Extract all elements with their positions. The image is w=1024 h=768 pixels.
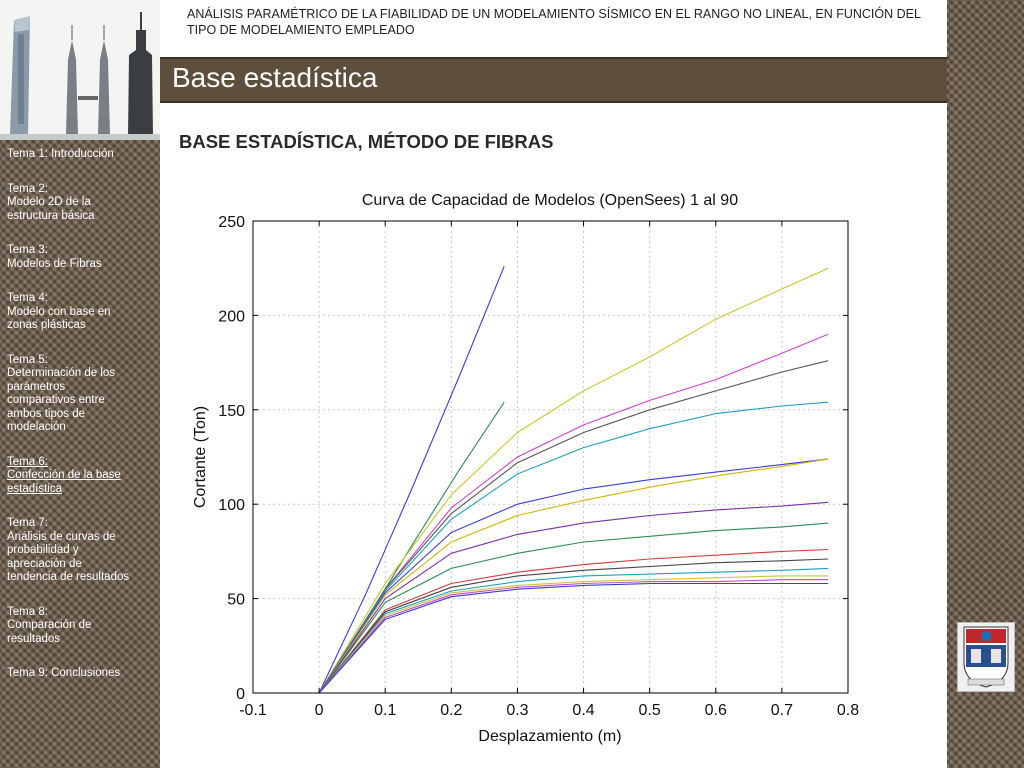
series-line xyxy=(318,567,829,694)
capacity-curve-chart: -0.1 0 0.1 0.2 0.3 0.4 0.5 0.6 0.7 0.805010015020… xyxy=(192,192,859,745)
series-line xyxy=(318,548,829,694)
sidebar-nav: Tema 1: Introducción Tema 2: Modelo 2D de … xyxy=(0,140,160,768)
sidebar-item-tema-4[interactable]: Tema 4: Modelo con base en zonas plásticas xyxy=(7,292,157,333)
sidebar-item-label: Modelo 2D de la xyxy=(7,196,91,208)
x-tick-label: 0.1 xyxy=(374,702,396,719)
sidebar-item-label: estructura básica xyxy=(7,209,95,222)
sidebar-item-label: apreciación de xyxy=(7,557,82,570)
sidebar-item-label: zonas plásticas xyxy=(7,319,86,331)
series-line xyxy=(318,401,829,694)
main-content: ANÁLISIS PARAMÉTRICO DE LA FIABILIDAD DE… xyxy=(160,0,947,768)
right-decoration xyxy=(947,0,1024,768)
section-heading: BASE ESTADÍSTICA, MÉTODO DE FIBRAS xyxy=(179,131,554,152)
sidebar-item-label: Tema 7: xyxy=(7,517,48,529)
y-tick-label: 0 xyxy=(236,686,245,703)
sidebar-item-label: Tema 6: xyxy=(7,455,48,468)
sidebar-item-label: estadística xyxy=(7,482,62,495)
plot-area xyxy=(253,221,848,693)
sidebar-item-label: resultados xyxy=(7,632,61,645)
sidebar-item-label: Tema 1: Introducción xyxy=(7,148,114,160)
sidebar-item-tema-6[interactable]: Tema 6: Confección de la base estadística xyxy=(7,456,157,497)
sidebar-item-label: Comparación de xyxy=(7,619,92,631)
sidebar-item-label: probabilidad y xyxy=(7,544,79,556)
sidebar-item-tema-1[interactable]: Tema 1: Introducción xyxy=(7,148,157,162)
sidebar-item-tema-5[interactable]: Tema 5: Determinación de los parámetros com… xyxy=(7,354,157,435)
sidebar-item-label: modelación xyxy=(7,421,66,433)
series-line xyxy=(318,333,829,694)
sidebar-item-label: Análisis de curvas de xyxy=(7,530,116,543)
sidebar-item-label: Tema 3: xyxy=(7,244,48,256)
sidebar-item-label: Determinación de los xyxy=(7,367,116,379)
x-tick-label: -0.1 xyxy=(239,702,267,719)
sidebar-item-tema-3[interactable]: Tema 3: Modelos de Fibras xyxy=(7,244,157,271)
sidebar-item-label: Modelo con base en xyxy=(7,305,111,318)
sidebar-item-tema-2[interactable]: Tema 2: Modelo 2D de la estructura básica xyxy=(7,183,157,224)
series-line xyxy=(318,575,829,694)
sidebar-item-label: tendencia de resultados xyxy=(7,571,130,583)
sidebar: Tema 1: Introducción Tema 2: Modelo 2D de … xyxy=(0,0,160,768)
axes: -0.1 0 0.1 0.2 0.3 0.4 0.5 0.6 0.7 0.805010015020… xyxy=(218,214,859,719)
x-tick-label: 0.3 xyxy=(506,702,528,719)
x-axis-label: Desplazamiento (m) xyxy=(478,728,621,745)
header-text: ANÁLISIS PARAMÉTRICO DE LA FIABILIDAD DE… xyxy=(187,7,921,37)
skyscrapers-image xyxy=(0,0,160,140)
sidebar-item-label: Modelos de Fibras xyxy=(7,257,102,270)
x-tick-label: 0 xyxy=(315,702,324,719)
x-tick-label: 0.6 xyxy=(705,702,727,719)
x-tick-label: 0.5 xyxy=(639,702,661,719)
series-line xyxy=(318,360,829,694)
sidebar-item-label: parámetros xyxy=(7,380,66,393)
sidebar-item-tema-7[interactable]: Tema 7: Análisis de curvas de probabilidad… xyxy=(7,517,157,585)
series-line xyxy=(318,501,829,694)
y-tick-label: 50 xyxy=(227,592,245,609)
y-tick-label: 150 xyxy=(218,403,245,420)
series-line xyxy=(318,522,829,694)
series-line xyxy=(318,458,829,694)
y-tick-label: 100 xyxy=(218,497,245,514)
sidebar-item-label: comparativos entre xyxy=(7,394,105,406)
series-line xyxy=(318,558,829,694)
university-logo xyxy=(957,622,1015,692)
chart-title: Curva de Capacidad de Modelos (OpenSees)… xyxy=(362,192,738,209)
series-line xyxy=(318,579,829,694)
sidebar-item-tema-9[interactable]: Tema 9: Conclusiones xyxy=(7,667,157,681)
sidebar-item-label: Tema 4: xyxy=(7,292,48,304)
y-tick-label: 200 xyxy=(218,308,245,325)
y-tick-label: 250 xyxy=(218,214,245,231)
series-line xyxy=(318,458,829,694)
sidebar-item-label: Tema 2: xyxy=(7,182,48,195)
title-bar: Base estadística xyxy=(160,57,947,103)
x-tick-label: 0.2 xyxy=(440,702,462,719)
series-line xyxy=(318,266,505,694)
plot-frame xyxy=(252,220,849,694)
x-tick-label: 0.8 xyxy=(837,702,859,719)
series-line xyxy=(318,582,829,694)
sidebar-item-tema-8[interactable]: Tema 8: Comparación de resultados xyxy=(7,606,157,647)
sidebar-item-label: Tema 5: xyxy=(7,353,48,366)
sidebar-item-label: Tema 9: Conclusiones xyxy=(7,667,121,679)
slide-title: Base estadística xyxy=(172,62,378,93)
sidebar-item-label: Tema 8: xyxy=(7,605,48,618)
series-lines xyxy=(318,266,829,694)
x-tick-label: 0.4 xyxy=(572,702,594,719)
y-axis-label: Cortante (Ton) xyxy=(192,406,209,508)
sidebar-item-label: ambos tipos de xyxy=(7,407,85,420)
x-tick-label: 0.7 xyxy=(771,702,793,719)
series-line xyxy=(318,267,829,694)
sidebar-item-label: Confección de la base xyxy=(7,469,121,481)
